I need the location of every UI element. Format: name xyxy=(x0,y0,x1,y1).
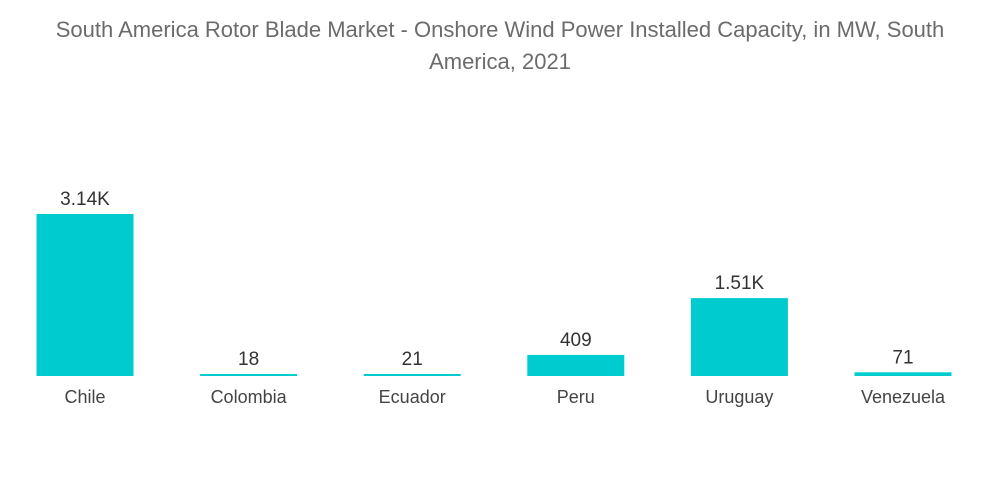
data-label-colombia: 18 xyxy=(238,349,259,370)
category-label-venezuela: Venezuela xyxy=(861,387,946,407)
bar-uruguay xyxy=(690,298,788,376)
data-label-uruguay: 1.51K xyxy=(715,273,765,294)
category-label-uruguay: Uruguay xyxy=(705,387,773,407)
bar-colombia xyxy=(200,374,298,376)
category-label-chile: Chile xyxy=(64,387,105,407)
category-label-peru: Peru xyxy=(557,387,595,407)
chart-title: South America Rotor Blade Market - Onsho… xyxy=(0,14,1000,78)
bar-ecuador xyxy=(363,374,461,376)
chart-title-line-1: South America Rotor Blade Market - Onsho… xyxy=(55,17,945,42)
category-label-colombia: Colombia xyxy=(211,387,288,407)
data-label-ecuador: 21 xyxy=(402,349,423,370)
chart-title-line-2: America, 2021 xyxy=(429,49,571,74)
bar-venezuela xyxy=(854,372,952,376)
category-label-ecuador: Ecuador xyxy=(379,387,446,407)
data-label-peru: 409 xyxy=(560,330,592,351)
data-label-venezuela: 71 xyxy=(892,347,913,368)
bar-chile xyxy=(36,214,134,376)
data-label-chile: 3.14K xyxy=(60,189,110,210)
bar-peru xyxy=(527,354,625,376)
